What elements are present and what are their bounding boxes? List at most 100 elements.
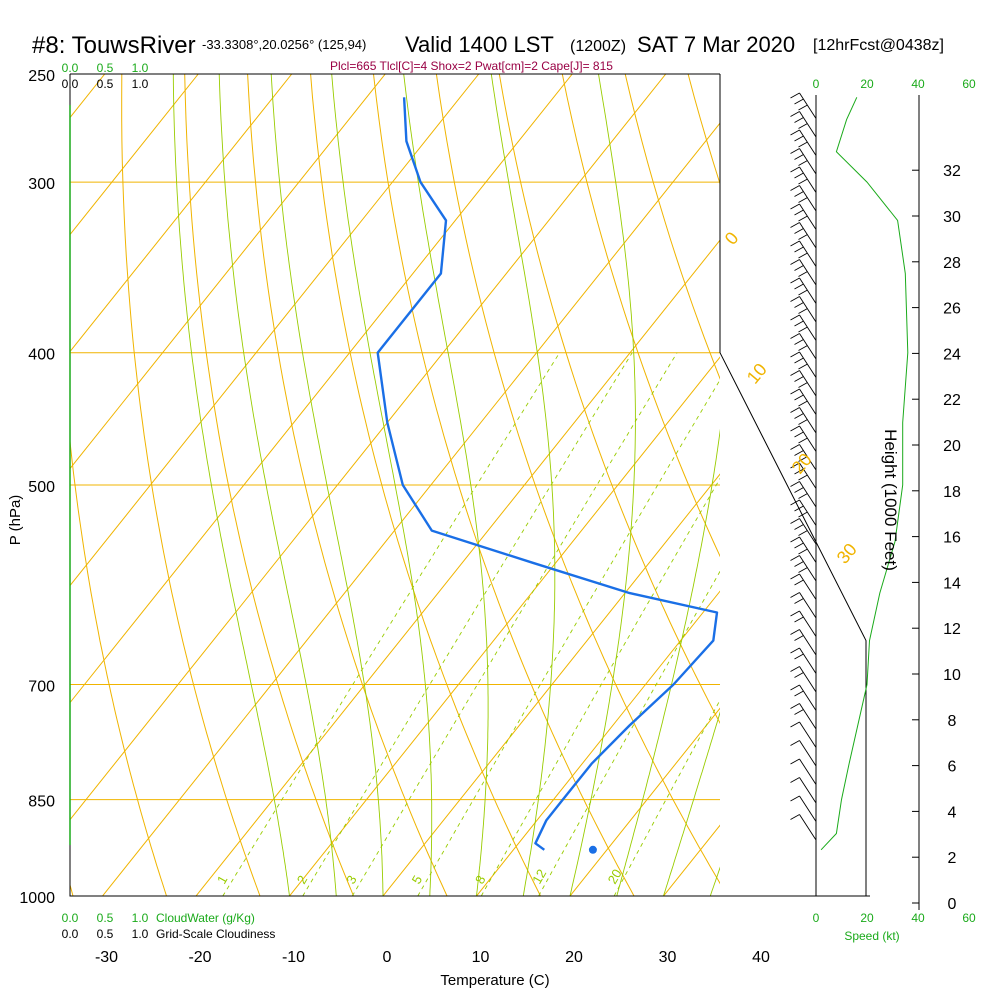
- dry-adiabat: [498, 74, 720, 725]
- barb-flag: [790, 425, 800, 432]
- cloudwater-tick-bottom: 0.5: [97, 911, 114, 925]
- height-tick-label: 0: [948, 896, 957, 913]
- barb-flag: [794, 172, 804, 179]
- barb-flag: [790, 573, 800, 580]
- isotherm-line: [70, 74, 573, 704]
- dewpoint-trace: [376, 97, 719, 851]
- height-tick-label: 14: [943, 575, 961, 592]
- barb-shaft: [799, 536, 817, 563]
- indices-text: Plcl=665 Tlcl[C]=4 Shox=2 Pwat[cm]=2 Cap…: [330, 59, 613, 73]
- wind-barb: [790, 92, 817, 119]
- barb-shaft: [799, 111, 817, 138]
- barb-shaft: [799, 222, 817, 249]
- wind-barb: [790, 499, 817, 526]
- wind-barb: [790, 592, 817, 619]
- temperature-tick-label: -10: [282, 949, 305, 966]
- wind-barb: [790, 111, 817, 138]
- barb-shaft: [799, 92, 817, 119]
- barb-shaft: [799, 351, 817, 378]
- height-tick-label: 4: [948, 804, 957, 821]
- barb-flag: [798, 308, 808, 314]
- cloudiness-tick-top: 1.0: [132, 77, 149, 91]
- barb-shaft: [799, 425, 817, 452]
- barb-flag: [790, 721, 800, 728]
- valid-date: SAT 7 Mar 2020: [637, 32, 795, 57]
- barb-flag: [790, 407, 800, 413]
- wind-barb: [790, 721, 817, 748]
- wind-barb: [790, 259, 817, 286]
- barb-flag: [798, 419, 808, 425]
- wind-barb: [790, 166, 817, 193]
- speed-tick-top: 20: [860, 77, 874, 91]
- moist-adiabat: [331, 74, 433, 896]
- barb-flag: [790, 333, 800, 339]
- wind-barb: [790, 370, 817, 397]
- barb-shaft: [799, 573, 817, 600]
- barb-shaft: [799, 407, 817, 434]
- height-axis-title: Height (1000 Feet): [881, 429, 900, 571]
- speed-tick-top: 40: [911, 77, 925, 91]
- barb-flag: [790, 277, 800, 284]
- temperature-tick-label: -20: [188, 949, 211, 966]
- station-title: #8: TouwsRiver: [32, 32, 196, 59]
- cloudwater-title: CloudWater (g/Kg): [156, 911, 255, 925]
- barb-flag: [790, 610, 800, 617]
- moist-adiabat: [569, 74, 636, 896]
- wind-barb: [790, 222, 817, 249]
- x-axis-title: Temperature (C): [440, 972, 549, 989]
- barb-flag: [790, 629, 800, 635]
- wind-barb: [790, 462, 817, 489]
- barb-flag: [794, 468, 804, 475]
- height-tick-label: 12: [943, 621, 961, 638]
- barb-flag: [794, 209, 804, 216]
- barb-flag: [794, 616, 804, 623]
- barb-flag: [798, 289, 808, 296]
- moist-adiabat: [616, 428, 720, 896]
- barb-shaft: [799, 148, 817, 175]
- barb-flag: [794, 505, 804, 512]
- cloudiness-tick-bottom: 0.0: [62, 927, 79, 941]
- wind-barb: [790, 407, 817, 434]
- moist-adiabat: [172, 74, 290, 896]
- barb-flag: [790, 240, 800, 247]
- barb-flag: [794, 653, 804, 660]
- height-tick-label: 24: [943, 346, 961, 363]
- barb-shaft: [799, 740, 817, 767]
- wind-barb: [790, 296, 817, 323]
- barb-flag: [798, 363, 808, 370]
- barb-flag: [790, 314, 800, 321]
- barb-flag: [798, 104, 808, 111]
- cloudiness-tick-bottom: 1.0: [132, 927, 149, 941]
- cloudiness-tick-top: 0.5: [97, 77, 114, 91]
- forecast-info: [12hrFcst@0438z]: [813, 37, 944, 54]
- height-tick-label: 16: [943, 530, 961, 547]
- isotherm-line: [70, 74, 199, 236]
- wind-barb: [790, 647, 817, 674]
- mixing-ratio-line: [222, 352, 560, 896]
- mixing-ratio-line: [538, 570, 720, 896]
- axes: [69, 73, 920, 910]
- mixing-ratio-label: 20: [605, 867, 625, 887]
- barb-flag: [790, 795, 800, 802]
- barb-flag: [794, 228, 804, 234]
- barb-flag: [798, 141, 808, 148]
- barb-flag: [794, 413, 804, 419]
- barb-shaft: [799, 721, 817, 748]
- barb-shaft: [799, 314, 817, 341]
- barb-shaft: [799, 758, 817, 785]
- barb-shaft: [799, 684, 817, 711]
- barb-flag: [798, 123, 808, 129]
- barb-flag: [798, 530, 808, 536]
- barb-flag: [790, 444, 800, 450]
- pressure-tick-label: 850: [28, 794, 55, 811]
- barb-flag: [794, 598, 804, 604]
- background-grid: 1 2 3 5 8 12 20: [70, 74, 720, 896]
- barb-flag: [794, 431, 804, 438]
- barb-flag: [798, 271, 808, 277]
- wind-barb: [790, 703, 817, 730]
- height-tick-label: 8: [948, 713, 957, 730]
- height-tick-label: 32: [943, 163, 961, 180]
- barb-shaft: [799, 795, 817, 822]
